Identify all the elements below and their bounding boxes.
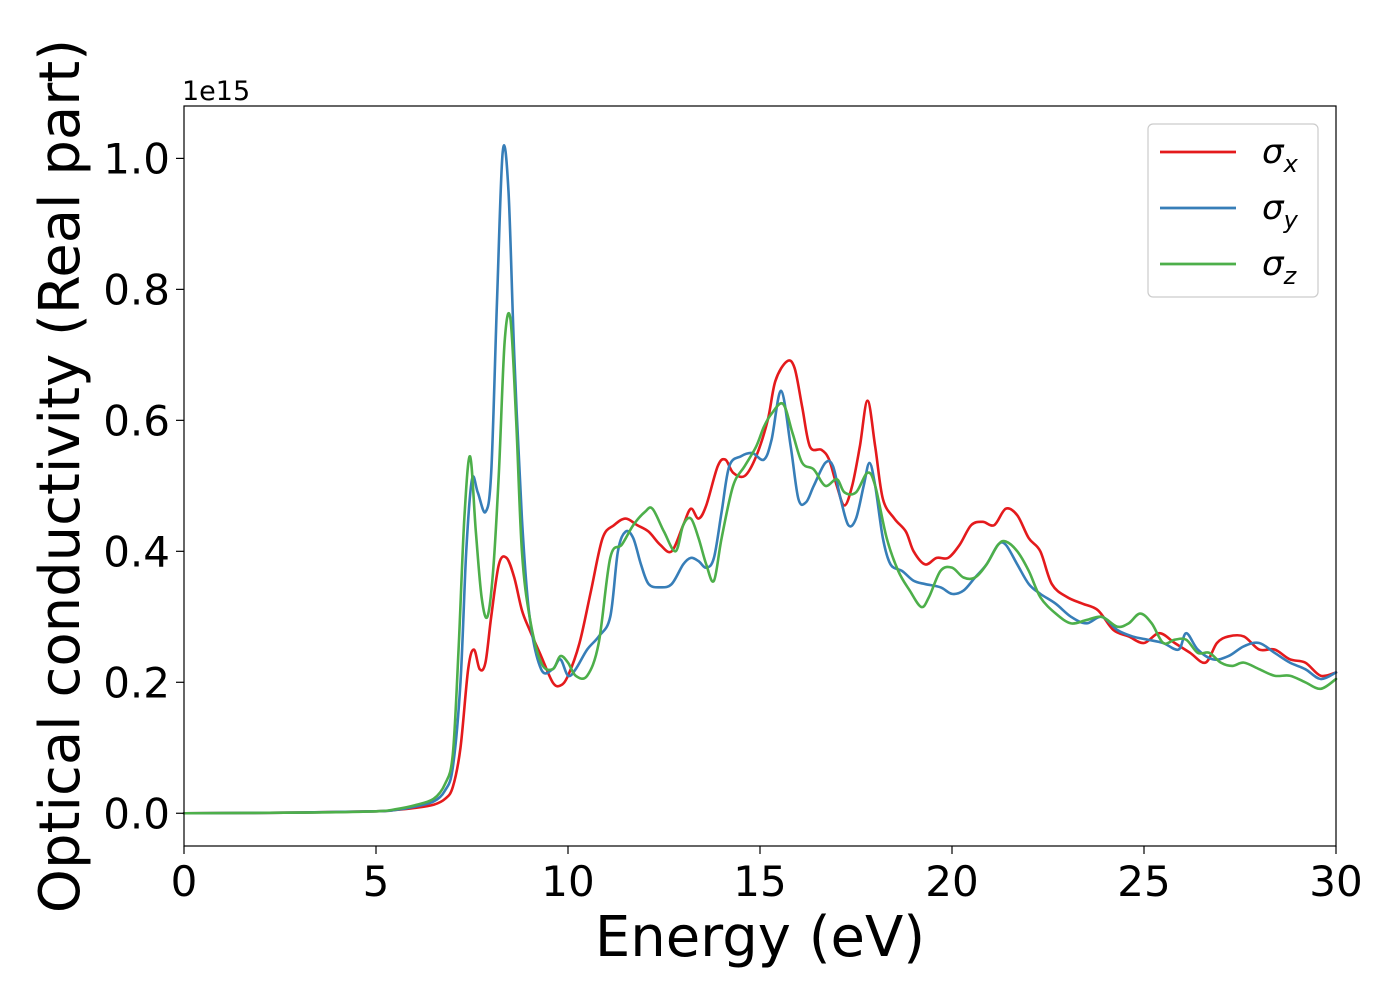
- legend-box: [1147, 123, 1319, 298]
- y-axis: 0.0 0.2 0.4 0.6 0.8 1.0: [103, 134, 184, 838]
- y-tick-label: 0.0: [103, 789, 170, 838]
- y-tick-label: 0.6: [103, 396, 170, 445]
- series-line-z: [182, 311, 1338, 815]
- x-tick-label: 30: [1309, 857, 1362, 906]
- plot-background: [184, 106, 1336, 846]
- y-tick-label: 0.8: [103, 265, 170, 314]
- legend-label-z: σz: [1262, 244, 1298, 290]
- x-tick-label: 20: [925, 857, 978, 906]
- y-tick-label: 0.4: [103, 527, 170, 576]
- series-line-x: [182, 359, 1338, 815]
- y-offset-label: 1e15: [182, 76, 250, 107]
- legend-label-x: σx: [1262, 132, 1299, 178]
- x-tick-label: 25: [1117, 857, 1170, 906]
- x-axis: 0 5 10 15 20 25 30: [171, 846, 1363, 906]
- x-tick-label: 15: [733, 857, 786, 906]
- y-tick-label: 1.0: [103, 134, 170, 183]
- x-tick-label: 5: [363, 857, 390, 906]
- y-axis-label: Optical conductivity (Real part): [28, 39, 93, 913]
- series-layer: [182, 144, 1338, 815]
- x-tick-label: 0: [171, 857, 198, 906]
- y-tick-label: 0.2: [103, 658, 170, 707]
- x-tick-label: 10: [541, 857, 594, 906]
- legend-label-y: σy: [1262, 188, 1299, 234]
- legend: σx σy σz: [1147, 123, 1319, 298]
- x-axis-label: Energy (eV): [595, 905, 925, 970]
